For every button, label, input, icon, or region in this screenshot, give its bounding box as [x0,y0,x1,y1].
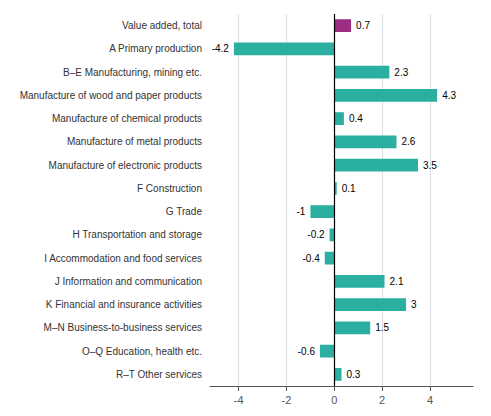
svg-text:H Transportation and storage: H Transportation and storage [72,229,202,240]
svg-text:4.3: 4.3 [442,90,456,101]
svg-text:0.3: 0.3 [347,369,361,380]
svg-text:-0.4: -0.4 [303,253,321,264]
svg-text:-4.2: -4.2 [212,43,230,54]
svg-text:J Information and communicatio: J Information and communication [55,276,202,287]
svg-text:0.1: 0.1 [342,183,356,194]
svg-text:Manufacture of metal products: Manufacture of metal products [67,136,202,147]
svg-text:0.4: 0.4 [349,113,363,124]
svg-text:-4: -4 [234,394,244,406]
svg-text:I Accommodation and food servi: I Accommodation and food services [44,253,202,264]
svg-text:4: 4 [427,394,433,406]
svg-text:R–T Other services: R–T Other services [116,369,202,380]
svg-text:-2: -2 [282,394,292,406]
svg-text:0.7: 0.7 [356,20,370,31]
svg-text:-0.2: -0.2 [307,229,325,240]
svg-text:2.1: 2.1 [390,276,404,287]
svg-text:-1: -1 [297,206,306,217]
svg-text:O–Q Education, health etc.: O–Q Education, health etc. [82,346,202,357]
svg-text:3: 3 [411,299,417,310]
svg-text:-0.6: -0.6 [298,346,316,357]
svg-text:F Construction: F Construction [137,183,202,194]
svg-text:2.3: 2.3 [394,67,408,78]
svg-text:B–E Manufacturing, mining etc.: B–E Manufacturing, mining etc. [63,67,202,78]
svg-text:0: 0 [331,394,337,406]
svg-text:Value added, total: Value added, total [122,20,202,31]
svg-text:2: 2 [379,394,385,406]
svg-text:1.5: 1.5 [375,322,389,333]
svg-text:A Primary production: A Primary production [109,43,202,54]
svg-text:Manufacture of wood and paper: Manufacture of wood and paper products [20,90,202,101]
svg-text:K Financial and insurance acti: K Financial and insurance activities [46,299,202,310]
svg-text:M–N Business-to-business servi: M–N Business-to-business services [44,322,202,333]
svg-text:3.5: 3.5 [423,160,437,171]
svg-text:Manufacture of chemical produc: Manufacture of chemical products [52,113,202,124]
svg-text:G Trade: G Trade [166,206,203,217]
svg-text:2.6: 2.6 [401,136,415,147]
svg-text:Manufacture of electronic prod: Manufacture of electronic products [49,160,202,171]
